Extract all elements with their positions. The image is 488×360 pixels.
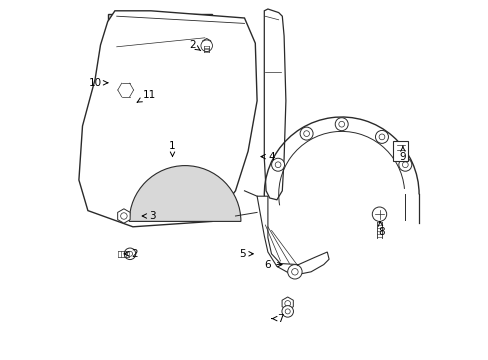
Text: 7: 7 [271, 314, 283, 324]
Circle shape [201, 40, 212, 51]
Circle shape [287, 265, 302, 279]
Polygon shape [264, 9, 285, 200]
Circle shape [300, 127, 312, 140]
Polygon shape [202, 39, 210, 48]
Text: 4: 4 [261, 152, 274, 162]
Text: 10: 10 [88, 78, 107, 88]
Text: 1: 1 [169, 141, 176, 157]
Text: 6: 6 [264, 260, 282, 270]
Circle shape [124, 248, 136, 260]
Polygon shape [115, 29, 210, 58]
Text: 2: 2 [124, 249, 138, 259]
FancyBboxPatch shape [392, 141, 407, 161]
Polygon shape [79, 11, 257, 227]
Wedge shape [129, 166, 241, 221]
Circle shape [118, 82, 133, 98]
Circle shape [371, 207, 386, 221]
Circle shape [398, 158, 411, 171]
Polygon shape [118, 209, 130, 223]
Text: 11: 11 [137, 90, 155, 102]
Circle shape [375, 130, 387, 143]
Text: 8: 8 [377, 221, 384, 237]
Circle shape [335, 118, 347, 131]
Polygon shape [257, 196, 328, 275]
Polygon shape [282, 297, 293, 310]
Text: 3: 3 [142, 211, 156, 221]
Text: 9: 9 [399, 146, 406, 162]
Text: 5: 5 [239, 249, 253, 259]
Text: 2: 2 [188, 40, 200, 51]
Circle shape [271, 158, 284, 171]
FancyBboxPatch shape [107, 14, 212, 115]
Circle shape [282, 306, 293, 317]
